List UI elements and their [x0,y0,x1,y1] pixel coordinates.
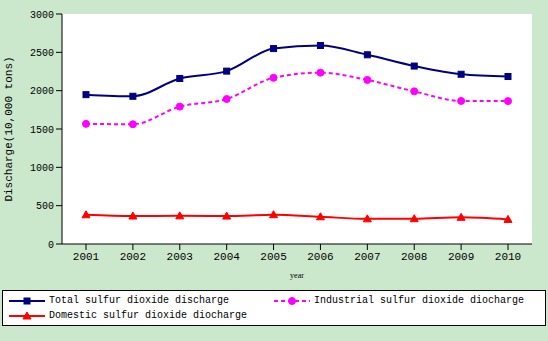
svg-text:2008: 2008 [401,251,427,263]
svg-text:0: 0 [48,240,54,251]
svg-text:2002: 2002 [120,251,146,263]
svg-text:1000: 1000 [30,163,54,174]
svg-text:Discharge(10,000 tons): Discharge(10,000 tons) [8,56,15,201]
svg-text:2000: 2000 [30,86,54,97]
svg-text:2006: 2006 [307,251,333,263]
svg-text:2500: 2500 [30,48,54,59]
html-text:Industrial sulfur dioxide dioc: Industrial sulfur dioxide diocharge [314,295,524,306]
svg-text:2010: 2010 [495,251,521,263]
svg-text:2007: 2007 [354,251,380,263]
svg-text:2005: 2005 [260,251,286,263]
html-text:Domestic sulfur dioxide diocha: Domestic sulfur dioxide diocharge [49,310,247,321]
svg-text:2003: 2003 [167,251,193,263]
svg-text:2001: 2001 [73,251,100,263]
svg-text:500: 500 [36,201,54,212]
svg-text:3000: 3000 [30,10,54,21]
svg-text:2009: 2009 [448,251,474,263]
html-text:Total sulfur dioxide discharge: Total sulfur dioxide discharge [49,295,229,306]
svg-text:year: year [290,271,304,280]
svg-text:2004: 2004 [213,251,240,263]
svg-text:1500: 1500 [30,125,54,136]
